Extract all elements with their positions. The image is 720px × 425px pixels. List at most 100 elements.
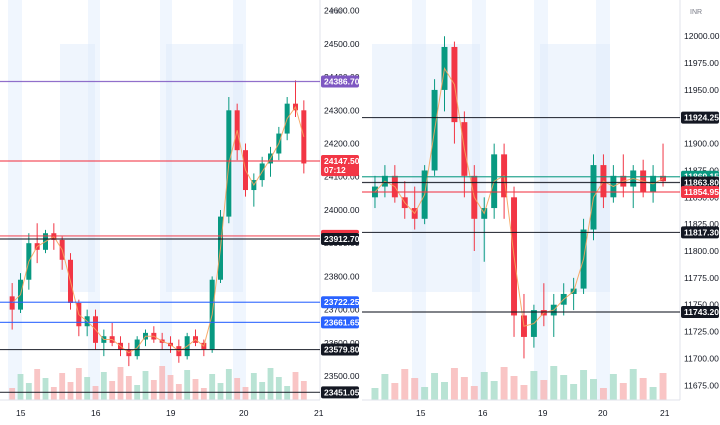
volume-bar <box>659 373 667 400</box>
session-shade <box>233 0 246 400</box>
y-tick-label: 11675.00 <box>684 380 719 390</box>
volume-bar <box>117 367 124 400</box>
price-label-box <box>321 232 359 245</box>
price-label-box <box>321 75 359 88</box>
x-tick-label: 21 <box>660 408 670 418</box>
session-shade <box>412 0 426 400</box>
volume-bar <box>500 367 508 400</box>
x-tick-label: 19 <box>166 408 176 418</box>
volume-bar <box>267 368 274 400</box>
price-label: 24147.50 <box>324 156 360 166</box>
currency-label: INR <box>330 9 342 16</box>
volume-bar <box>510 376 518 400</box>
price-label-box <box>681 185 719 198</box>
volume-bar <box>200 388 207 400</box>
volume-bar <box>599 388 607 400</box>
x-tick-label: 16 <box>91 408 101 418</box>
volume-bar <box>42 378 49 400</box>
volume-bar <box>225 369 232 400</box>
session-shade <box>160 0 172 400</box>
volume-bar <box>560 375 568 400</box>
session-shade <box>88 0 100 400</box>
x-tick-label: 15 <box>416 408 426 418</box>
volume-bar <box>450 368 458 400</box>
y-tick-label: 11875.00 <box>684 165 719 175</box>
y-tick-label: 24200.00 <box>324 139 360 149</box>
moving-average-line <box>11 105 305 354</box>
volume-bar <box>217 383 224 400</box>
y-tick-label: 24500.00 <box>324 39 360 49</box>
price-label-box <box>681 226 719 239</box>
x-tick-label: 20 <box>598 408 608 418</box>
x-tick-label: 19 <box>538 408 548 418</box>
y-tick-label: 11725.00 <box>684 327 719 337</box>
volume-bar <box>292 372 299 400</box>
price-label: 11924.25 <box>684 113 719 123</box>
volume-bar <box>411 378 419 400</box>
volume-bar <box>209 374 216 400</box>
price-label-box <box>321 164 359 177</box>
price-label-box <box>321 386 359 399</box>
volume-bar <box>150 380 157 400</box>
currency-label: INR <box>690 9 702 16</box>
price-label: 23661.65 <box>324 317 360 327</box>
volume-bar <box>25 383 32 400</box>
x-tick-label: 21 <box>314 408 324 418</box>
volume-bar <box>142 371 149 400</box>
y-tick-label: 11700.00 <box>684 353 719 363</box>
y-tick-label: 24300.00 <box>324 105 360 115</box>
price-label: 11743.20 <box>684 307 719 317</box>
price-label-box <box>321 316 359 329</box>
x-tick-label: 15 <box>16 408 26 418</box>
price-label-box <box>681 306 719 319</box>
moving-average-line <box>374 67 664 327</box>
price-label: 11854.95 <box>684 187 719 197</box>
volume-bar <box>480 372 488 400</box>
y-axis <box>680 0 720 425</box>
price-label-box <box>681 111 719 124</box>
volume-bar <box>431 373 439 400</box>
volume-bar <box>381 374 389 400</box>
x-tick-label: 20 <box>239 408 249 418</box>
y-tick-label: 11750.00 <box>684 300 719 310</box>
volume-bar <box>92 386 99 400</box>
price-label: 23912.70 <box>324 234 360 244</box>
y-tick-label: 23600.00 <box>324 338 360 348</box>
volume-bar <box>184 370 191 400</box>
volume-bar <box>550 366 558 400</box>
x-tick-label: 16 <box>478 408 488 418</box>
volume-bar <box>391 383 399 400</box>
volume-bar <box>109 381 116 400</box>
volume-bar <box>629 369 637 400</box>
volume-bar <box>275 377 282 400</box>
volume-bar <box>540 380 548 400</box>
volume-bar <box>259 382 266 400</box>
candle-body <box>660 175 667 182</box>
volume-bar <box>242 387 249 400</box>
volume-bar <box>67 382 74 400</box>
y-tick-label: 11975.00 <box>684 58 719 68</box>
volume-bar <box>570 384 578 400</box>
volume-bar <box>619 383 627 400</box>
volume-bar <box>580 370 588 400</box>
session-box <box>540 44 610 292</box>
volume-bar <box>159 366 166 400</box>
volume-bar <box>34 369 41 400</box>
volume-bar <box>490 381 498 400</box>
y-tick-label: 12000.00 <box>684 31 720 41</box>
price-label-box <box>321 154 359 167</box>
price-label-box <box>321 343 359 356</box>
session-shade <box>472 0 486 400</box>
price-label: 23722.25 <box>324 297 360 307</box>
volume-bar <box>649 387 657 400</box>
price-label: 23451.05 <box>324 387 360 397</box>
y-tick-label: 23800.00 <box>324 271 360 281</box>
volume-bar <box>401 369 409 400</box>
price-label-box <box>681 176 719 189</box>
volume-bar <box>371 388 379 400</box>
volume-bar <box>639 378 647 400</box>
volume-bar <box>59 373 66 400</box>
y-tick-label: 24100.00 <box>324 172 360 182</box>
volume-bar <box>192 379 199 400</box>
